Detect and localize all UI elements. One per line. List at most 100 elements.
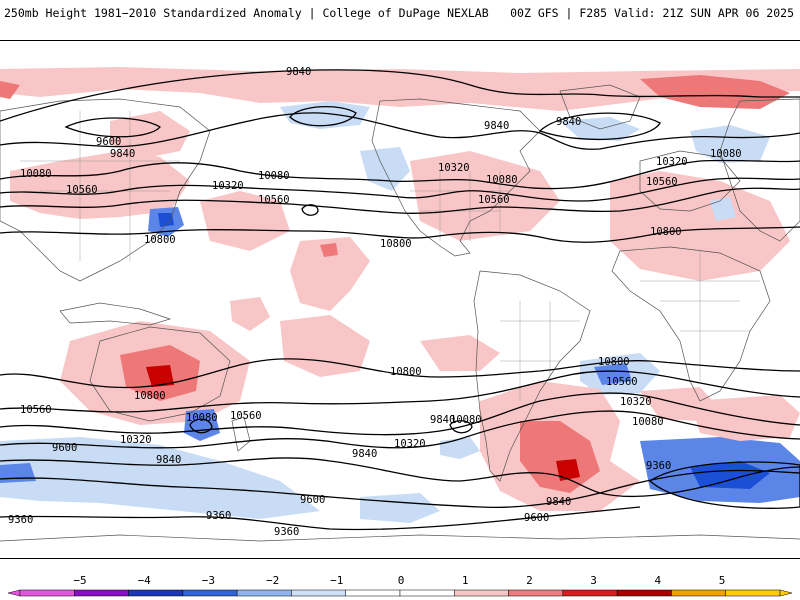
colorbar-segment (291, 589, 346, 597)
anomaly-positive-area (320, 243, 338, 257)
contour-10080-south (0, 410, 800, 449)
contour-10320-south (0, 392, 800, 436)
contour-label: 10800 (598, 356, 630, 368)
colorbar-arrow-left (7, 589, 21, 597)
contour-label: 10560 (606, 376, 638, 388)
colorbar-tick-label: 5 (719, 574, 726, 587)
coastline-south-america (473, 270, 591, 482)
colorbar-segment (182, 589, 238, 597)
colorbar-tick-label: 2 (526, 574, 533, 587)
anomaly-positive-area (610, 171, 790, 281)
contour-label: 9600 (300, 494, 325, 506)
contour-label: 10560 (66, 184, 98, 196)
contour-9600-south (0, 469, 800, 509)
contour-label: 10320 (212, 180, 244, 192)
contour-label: 10320 (620, 396, 652, 408)
contour-label: 9840 (286, 66, 311, 78)
coastline-asia-east (719, 98, 800, 242)
contour-label: 9360 (646, 460, 671, 472)
anomaly-negative-area (690, 461, 770, 489)
anomaly-positive-area (280, 315, 370, 377)
border-line (500, 301, 580, 401)
colorbar-tick-label: 4 (654, 574, 661, 587)
contour-label: 9600 (524, 512, 549, 524)
contour-label: 10080 (632, 416, 664, 428)
colorbar-segment (74, 589, 129, 597)
colorbar-tick-label: −4 (138, 574, 152, 587)
contour-label: 9840 (546, 496, 571, 508)
contour-label: 9360 (274, 526, 299, 538)
contour-10560-south (0, 370, 800, 413)
coastline-australia (89, 326, 231, 422)
colorbar-segment (562, 589, 618, 597)
coastline-asia (0, 98, 211, 282)
anomaly-positive-area (146, 365, 174, 387)
colorbar-tick-label: 1 (462, 574, 469, 587)
colorbar-segment (128, 589, 184, 597)
anomaly-negative-area (0, 463, 36, 483)
colorbar: −5 −4 −3 −2 −1 0 1 2 3 4 5 (0, 572, 800, 600)
contour-9360-south (0, 506, 641, 531)
colorbar-segment (345, 589, 401, 597)
contour-label: 10560 (478, 194, 510, 206)
anomaly-negative-area (710, 197, 736, 221)
contour-label: 9840 (110, 148, 135, 160)
contour-10800-south (0, 358, 800, 389)
contour-label: 10800 (144, 234, 176, 246)
colorbar-tick-label: 0 (398, 574, 405, 587)
contour-label: 10080 (450, 414, 482, 426)
chart-title: 250mb Height 1981−2010 Standardized Anom… (4, 6, 489, 20)
coastlines (0, 84, 800, 542)
colorbar-tick-label: −5 (73, 574, 86, 587)
contour-10080 (0, 159, 800, 190)
contour-label: 10320 (438, 162, 470, 174)
colorbar-segment (725, 589, 781, 597)
contour-9840-mid (0, 112, 800, 150)
colorbar-ticks: −5 −4 −3 −2 −1 0 1 2 3 4 5 (73, 574, 725, 587)
anomaly-negative-area (594, 363, 632, 385)
colorbar-tick-label: −1 (330, 574, 343, 587)
contour-9360-loop (648, 461, 800, 509)
border-line (20, 111, 180, 261)
contour-label: 10080 (20, 168, 52, 180)
contour-small-loop (301, 204, 319, 216)
contour-label: 10800 (380, 238, 412, 250)
anomaly-negative-area (690, 125, 770, 163)
contour-9840-loop (289, 105, 357, 127)
coastline-north-america (371, 98, 541, 257)
colorbar-segment (671, 589, 726, 597)
coastline-africa (611, 246, 771, 402)
anomaly-positive-area (520, 421, 600, 493)
contour-label: 9840 (352, 448, 377, 460)
anomaly-positive-area (410, 151, 560, 241)
anomaly-negative-area (280, 101, 370, 129)
anomaly-negative-area (440, 437, 480, 459)
anomaly-positive-area (230, 297, 270, 331)
contour-label: 10800 (390, 366, 422, 378)
contour-label: 10080 (710, 148, 742, 160)
contour-label: 9840 (430, 414, 455, 426)
contour-label: 10560 (646, 176, 678, 188)
contour-label: 10320 (120, 434, 152, 446)
border-line (410, 171, 510, 241)
contour-label: 9360 (8, 514, 33, 526)
anomaly-positive-area (0, 81, 20, 99)
contour-label: 9840 (484, 120, 509, 132)
header-bar: 250mb Height 1981−2010 Standardized Anom… (0, 0, 800, 40)
coastline-europe (639, 150, 741, 212)
colorbar-arrow-right (779, 589, 793, 597)
contour-label: 10080 (186, 412, 218, 424)
colorbar-segment (508, 589, 564, 597)
colorbar-segment (399, 589, 455, 597)
contour-10080-loop-2 (449, 420, 473, 434)
contour-label: 9360 (206, 510, 231, 522)
contour-label: 10560 (20, 404, 52, 416)
colorbar-segment (19, 589, 75, 597)
contour-label: 10320 (656, 156, 688, 168)
anomaly-positive-area (290, 237, 370, 311)
colorbar-segments (7, 589, 793, 597)
contour-label: 10800 (134, 390, 166, 402)
contour-label: 9600 (96, 136, 121, 148)
anomaly-negative-area (360, 147, 410, 191)
contour-label: 9840 (556, 116, 581, 128)
